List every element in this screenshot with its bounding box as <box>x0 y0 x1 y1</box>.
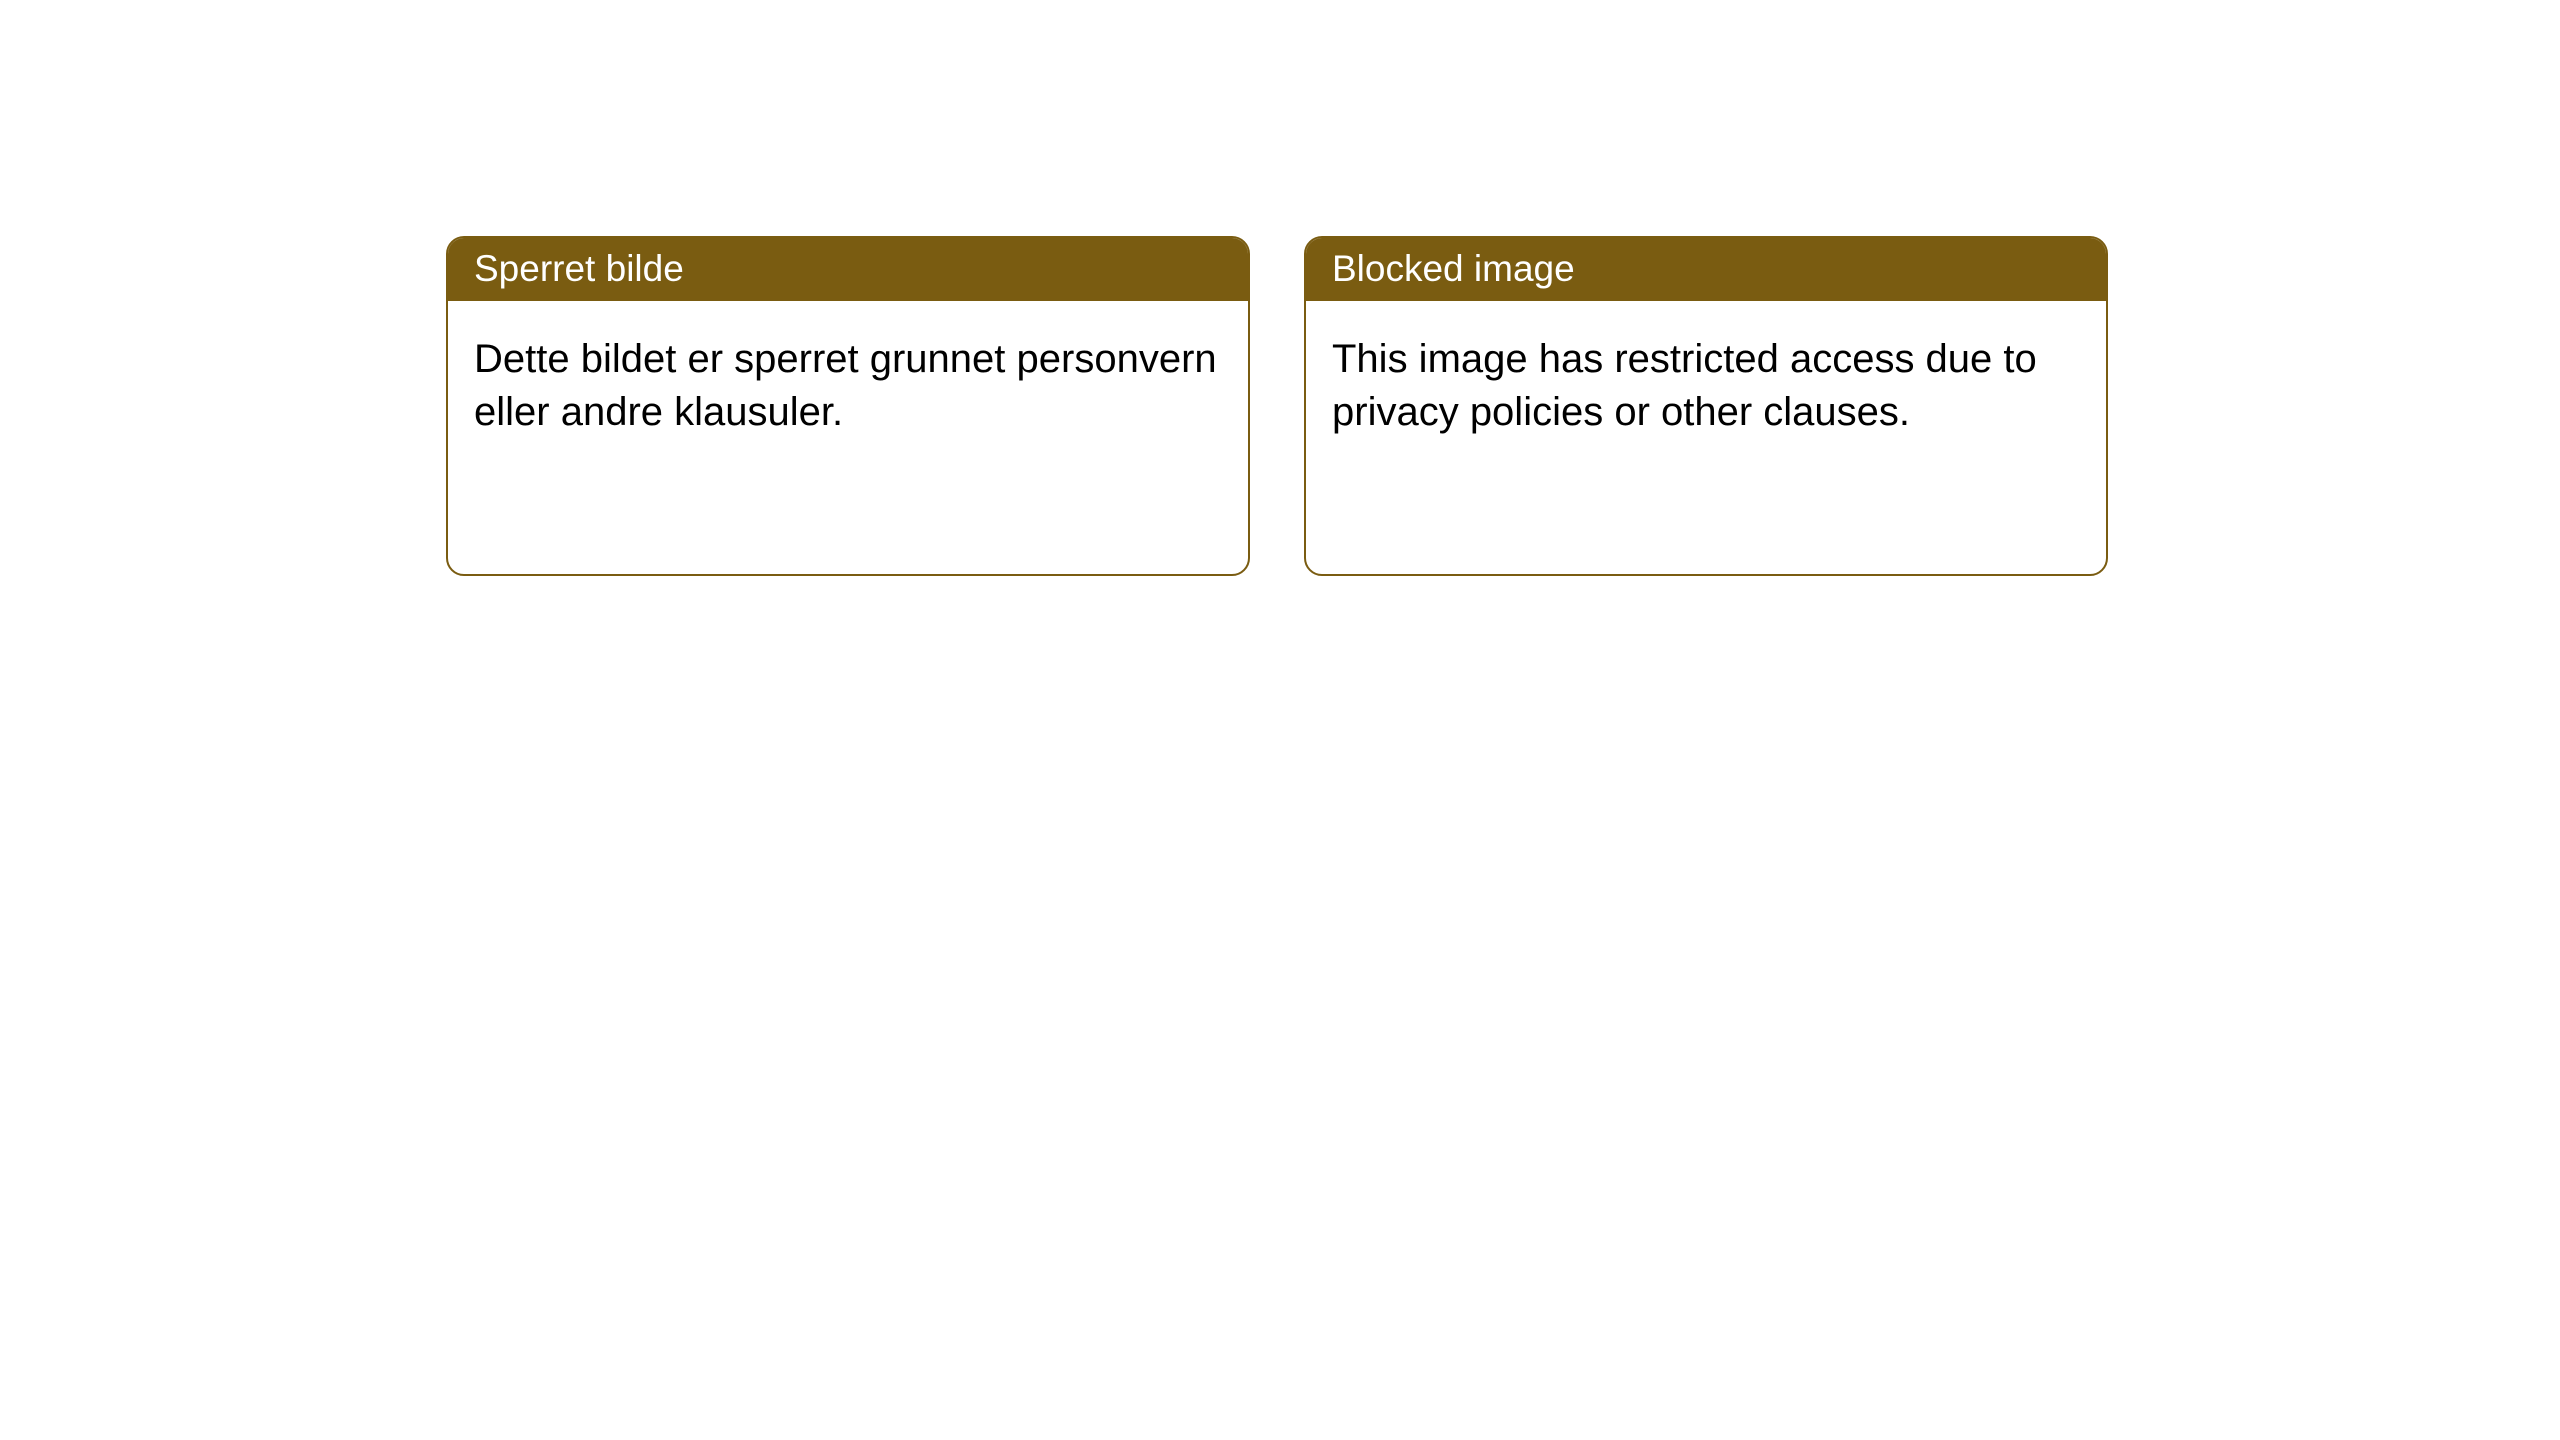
card-title: Blocked image <box>1332 248 1575 289</box>
card-message: This image has restricted access due to … <box>1332 337 2037 433</box>
notice-card-norwegian: Sperret bilde Dette bildet er sperret gr… <box>446 236 1250 576</box>
card-header: Blocked image <box>1306 238 2106 301</box>
card-title: Sperret bilde <box>474 248 684 289</box>
card-body: Dette bildet er sperret grunnet personve… <box>448 301 1248 470</box>
notice-cards-container: Sperret bilde Dette bildet er sperret gr… <box>0 0 2560 576</box>
notice-card-english: Blocked image This image has restricted … <box>1304 236 2108 576</box>
card-body: This image has restricted access due to … <box>1306 301 2106 470</box>
card-header: Sperret bilde <box>448 238 1248 301</box>
card-message: Dette bildet er sperret grunnet personve… <box>474 337 1217 433</box>
